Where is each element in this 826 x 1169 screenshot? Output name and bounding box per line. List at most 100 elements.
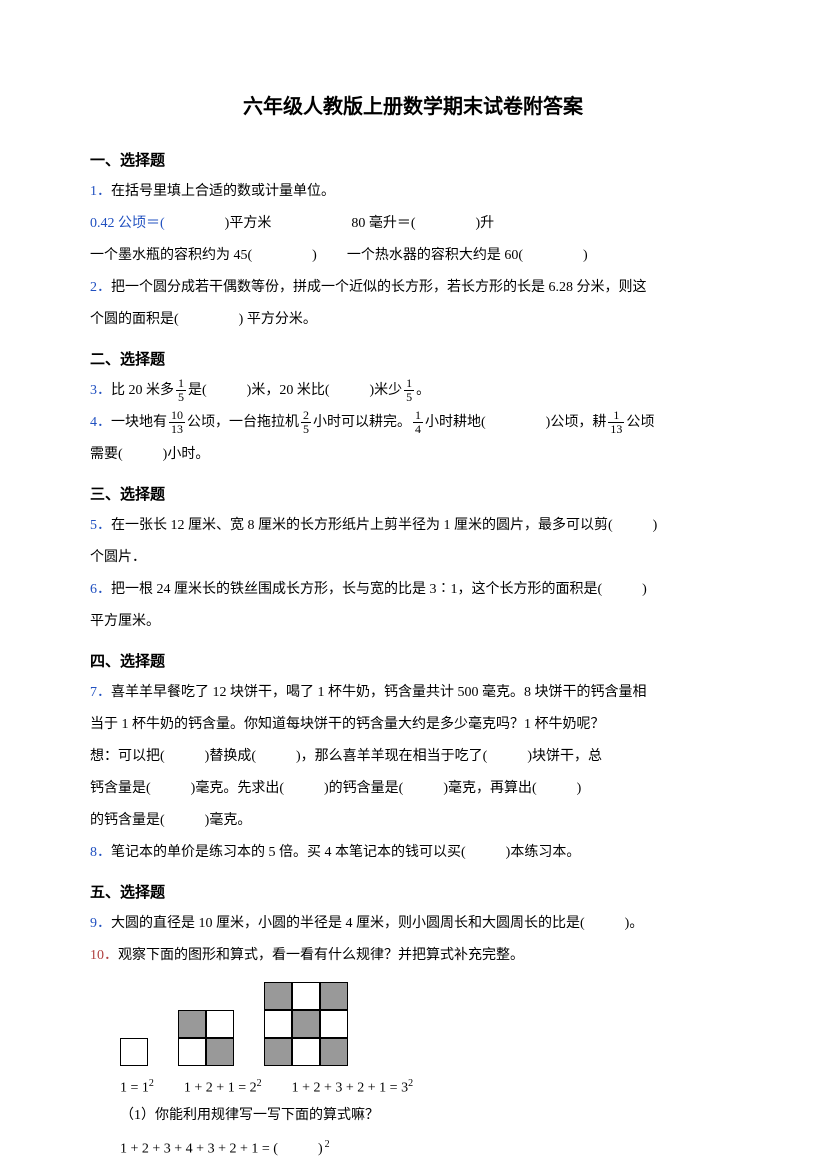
q4-g: 需要( (90, 447, 123, 462)
question-1-line3: 一个墨水瓶的容积约为 45() 一个热水器的容积大约是 60() (90, 242, 736, 270)
qnum-10: 10． (90, 948, 118, 963)
section-4-heading: 四、选择题 (90, 650, 736, 671)
frac-1-5: 15 (176, 377, 186, 404)
formula-line: 1 = 121 + 2 + 1 = 221 + 2 + 3 + 2 + 1 = … (120, 1078, 736, 1097)
q1-l3b: ) (312, 248, 317, 263)
question-4: 4．一块地有1013公顷，一台拖拉机25小时可以耕完。14小时耕地()公顷，耕1… (90, 409, 736, 437)
question-1: 1．在括号里填上合适的数或计量单位。 (90, 178, 736, 206)
section-5-heading: 五、选择题 (90, 881, 736, 902)
q2-c: ) 平方分米。 (239, 312, 317, 327)
grid-2x2 (178, 1010, 234, 1066)
frac-10-13: 1013 (169, 409, 185, 436)
question-8: 8．笔记本的单价是练习本的 5 倍。买 4 本笔记本的钱可以买( )本练习本。 (90, 839, 736, 867)
f3: 1 + 2 + 3 + 2 + 1 = 3 (292, 1081, 408, 1096)
q7-l3d: )块饼干，总 (527, 749, 602, 764)
q1-l3c: 一个热水器的容积大约是 60( (347, 248, 523, 263)
q6-a: 把一根 24 厘米长的铁丝围成长方形，长与宽的比是 3∶1，这个长方形的面积是( (111, 582, 602, 597)
question-7-line5: 的钙含量是( )毫克。 (90, 807, 736, 835)
q1-l2a: 0.42 公顷＝( (90, 216, 165, 231)
question-7-line3: 想：可以把( )替换成( )，那么喜羊羊现在相当于吃了( )块饼干，总 (90, 743, 736, 771)
q1-l3a: 一个墨水瓶的容积约为 45( (90, 248, 252, 263)
frac-2-5: 25 (301, 409, 311, 436)
f1: 1 = 1 (120, 1081, 149, 1096)
sub-question-1: （1）你能利用规律写一写下面的算式嘛？ (120, 1103, 736, 1130)
q4-d: 小时耕地( (425, 415, 486, 430)
page-title: 六年级人教版上册数学期末试卷附答案 (90, 90, 736, 119)
q7-l5b: )毫克。 (205, 813, 252, 828)
q7-l4b: )毫克。先求出( (191, 781, 284, 796)
qnum-4: 4． (90, 415, 111, 430)
q1-text: 在括号里填上合适的数或计量单位。 (111, 184, 335, 199)
question-3: 3．比 20 米多15是()米，20 米比()米少15。 (90, 377, 736, 405)
frac-1-5b: 15 (404, 377, 414, 404)
f2: 1 + 2 + 1 = 2 (184, 1081, 257, 1096)
sub2-a: 1 + 2 + 3 + 4 + 3 + 2 + 1 = ( (120, 1142, 278, 1157)
q7-l3b: )替换成( (205, 749, 256, 764)
question-10: 10．观察下面的图形和算式，看一看有什么规律？并把算式补充完整。 (90, 942, 736, 970)
q7-l3c: )，那么喜羊羊现在相当于吃了( (296, 749, 487, 764)
q6-c: 平方厘米。 (90, 614, 160, 629)
qnum-9: 9． (90, 916, 111, 931)
question-2-line2: 个圆的面积是( ) 平方分米。 (90, 306, 736, 334)
sub2-b: ) (318, 1142, 323, 1157)
q10-a: 观察下面的图形和算式，看一看有什么规律？并把算式补充完整。 (118, 948, 524, 963)
q7-l4c: )的钙含量是( (324, 781, 403, 796)
q4-e: )公顷，耕 (546, 415, 607, 430)
q7-l2: 当于 1 杯牛奶的钙含量。你知道每块饼干的钙含量大约是多少毫克吗？1 杯牛奶呢？ (90, 717, 605, 732)
q5-a: 在一张长 12 厘米、宽 8 厘米的长方形纸片上剪半径为 1 厘米的圆片，最多可… (111, 518, 613, 533)
question-5: 5．在一张长 12 厘米、宽 8 厘米的长方形纸片上剪半径为 1 厘米的圆片，最… (90, 512, 736, 540)
question-7-line1: 7．喜羊羊早餐吃了 12 块饼干，喝了 1 杯牛奶，钙含量共计 500 毫克。8… (90, 679, 736, 707)
question-7-line4: 钙含量是( )毫克。先求出( )的钙含量是( )毫克，再算出() (90, 775, 736, 803)
q8-b: )本练习本。 (506, 845, 581, 860)
q7-l4d: )毫克，再算出( (443, 781, 536, 796)
q6-b: ) (642, 582, 647, 597)
question-6-line2: 平方厘米。 (90, 608, 736, 636)
q7-l5a: 的钙含量是( (90, 813, 165, 828)
q9-b: )。 (625, 916, 644, 931)
q3-d: )米少 (370, 383, 403, 398)
q3-c: )米，20 米比( (247, 383, 330, 398)
q7-l4e: ) (577, 781, 582, 796)
q5-c: 个圆片． (90, 550, 146, 565)
q4-f: 公顷 (626, 415, 654, 430)
q3-a: 比 20 米多 (111, 383, 174, 398)
q1-l3d: ) (583, 248, 588, 263)
qnum-1: 1． (90, 184, 111, 199)
question-2: 2．把一个圆分成若干偶数等份，拼成一个近似的长方形，若长方形的长是 6.28 分… (90, 274, 736, 302)
frac-1-13: 113 (608, 409, 624, 436)
q1-l2b: )平方米 (225, 216, 272, 231)
q3-e: 。 (416, 383, 430, 398)
q4-a: 一块地有 (111, 415, 167, 430)
question-6: 6．把一根 24 厘米长的铁丝围成长方形，长与宽的比是 3∶1，这个长方形的面积… (90, 576, 736, 604)
qnum-8: 8． (90, 845, 111, 860)
qnum-2: 2． (90, 280, 111, 295)
q4-b: 公顷，一台拖拉机 (187, 415, 299, 430)
pattern-diagrams (120, 982, 736, 1066)
q7-l3a: 想：可以把( (90, 749, 165, 764)
q1-l2c: 80 毫升＝( (351, 216, 415, 231)
q3-b: 是( (188, 383, 207, 398)
qnum-6: 6． (90, 582, 111, 597)
q5-b: ) (653, 518, 658, 533)
qnum-3: 3． (90, 383, 111, 398)
q2-b: 个圆的面积是( (90, 312, 179, 327)
grid-1x1 (120, 1038, 148, 1066)
question-1-line2: 0.42 公顷＝( )平方米 80 毫升＝( )升 (90, 210, 736, 238)
q7-l4a: 钙含量是( (90, 781, 151, 796)
qnum-5: 5． (90, 518, 111, 533)
q4-c: 小时可以耕完。 (313, 415, 411, 430)
section-3-heading: 三、选择题 (90, 483, 736, 504)
q2-a: 把一个圆分成若干偶数等份，拼成一个近似的长方形，若长方形的长是 6.28 分米，… (111, 280, 647, 295)
question-7-line2: 当于 1 杯牛奶的钙含量。你知道每块饼干的钙含量大约是多少毫克吗？1 杯牛奶呢？ (90, 711, 736, 739)
qnum-7: 7． (90, 685, 111, 700)
q4-h: )小时。 (163, 447, 210, 462)
grid-3x3 (264, 982, 348, 1066)
question-4-line2: 需要( )小时。 (90, 441, 736, 469)
section-1-heading: 一、选择题 (90, 149, 736, 170)
q1-l2d: )升 (476, 216, 495, 231)
q7-l1: 喜羊羊早餐吃了 12 块饼干，喝了 1 杯牛奶，钙含量共计 500 毫克。8 块… (111, 685, 647, 700)
sub-formula: 1 + 2 + 3 + 4 + 3 + 2 + 1 = ()2 (120, 1139, 736, 1158)
q8-a: 笔记本的单价是练习本的 5 倍。买 4 本笔记本的钱可以买( (111, 845, 466, 860)
q9-a: 大圆的直径是 10 厘米，小圆的半径是 4 厘米，则小圆周长和大圆周长的比是( (111, 916, 585, 931)
question-9: 9．大圆的直径是 10 厘米，小圆的半径是 4 厘米，则小圆周长和大圆周长的比是… (90, 910, 736, 938)
